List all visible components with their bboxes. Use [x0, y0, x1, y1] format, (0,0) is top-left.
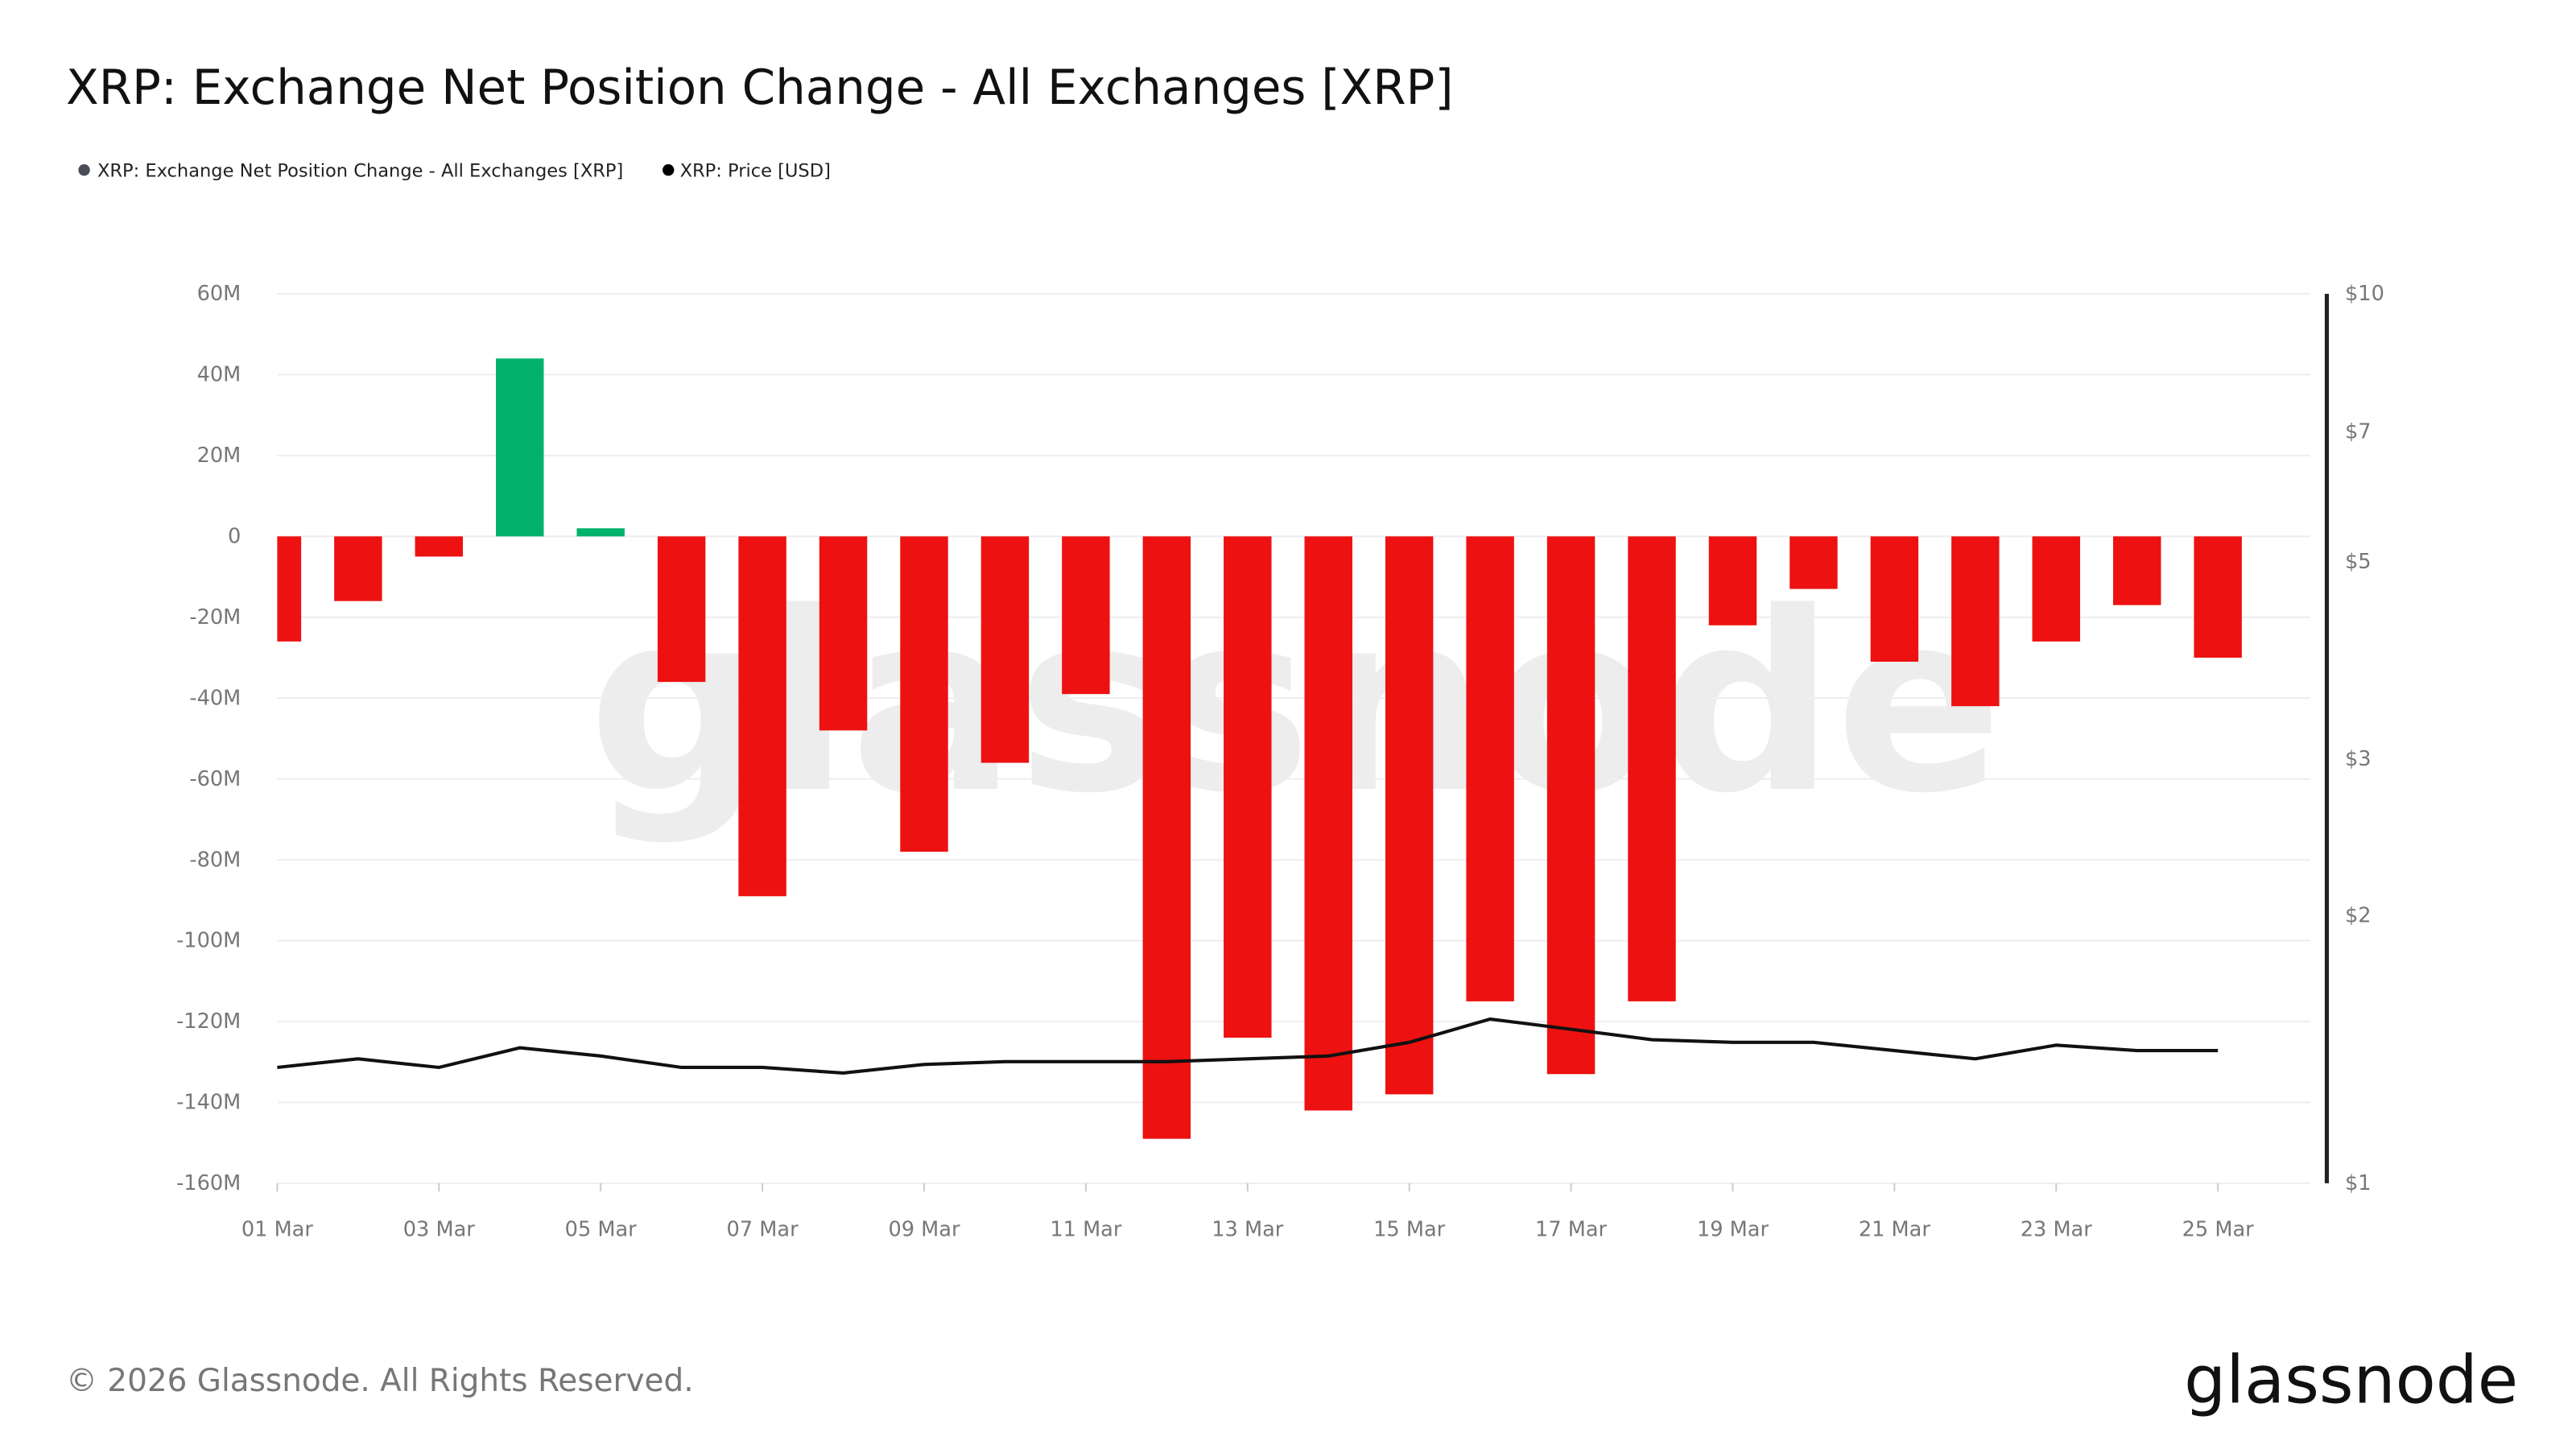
left-tick-label: -160M: [176, 1171, 241, 1195]
left-tick-label: -60M: [189, 767, 241, 791]
bar-negative: [819, 536, 868, 731]
left-tick-label: -80M: [189, 848, 241, 872]
legend-marker-netflow: [78, 164, 90, 176]
footer-copyright: © 2026 Glassnode. All Rights Reserved.: [66, 1363, 694, 1399]
left-tick-label: -40M: [189, 686, 241, 710]
bar-negative: [1708, 536, 1757, 625]
x-tick-label: 01 Mar: [242, 1217, 314, 1241]
chart-title: XRP: Exchange Net Position Change - All …: [66, 60, 1454, 116]
bar-negative: [1062, 536, 1110, 695]
x-tick-label: 11 Mar: [1050, 1217, 1122, 1241]
left-tick-label: 40M: [197, 363, 242, 387]
right-tick-label: $1: [2345, 1171, 2372, 1195]
x-tick-label: 17 Mar: [1535, 1217, 1608, 1241]
left-tick-label: -20M: [189, 605, 241, 630]
bar-negative: [1870, 536, 1919, 662]
x-tick-label: 15 Mar: [1373, 1217, 1446, 1241]
left-tick-label: 60M: [197, 282, 242, 306]
right-tick-label: $7: [2345, 419, 2372, 444]
x-tick-label: 13 Mar: [1212, 1217, 1284, 1241]
x-tick-label: 05 Mar: [565, 1217, 638, 1241]
bar-negative: [1142, 536, 1191, 1139]
glassnode-logo[interactable]: glassnode: [2184, 1343, 2518, 1419]
right-tick-label: $10: [2345, 282, 2384, 306]
x-axis: 01 Mar 03 Mar 05 Mar 07 Mar 09 Mar 11 Mar 13 M…: [242, 1183, 2255, 1241]
bar-negative: [1224, 536, 1272, 1038]
right-tick-label: $5: [2345, 550, 2372, 574]
bar-negative: [2112, 536, 2161, 605]
bar-negative: [1628, 536, 1676, 1001]
bar-negative: [2032, 536, 2080, 642]
legend-label-price[interactable]: XRP: Price [USD]: [680, 160, 831, 181]
x-tick-label: 21 Mar: [1859, 1217, 1931, 1241]
left-axis: 60M 40M 20M 0 -20M -40M -60M -80M -100M -120M -140…: [176, 282, 241, 1195]
right-tick-label: $3: [2345, 747, 2372, 771]
bar-negative: [415, 536, 464, 557]
left-tick-label: 0: [228, 525, 241, 549]
bar-negative: [1466, 536, 1514, 1001]
right-axis: $10 $7 $5 $3 $2 $1: [2345, 282, 2384, 1195]
bar-negative: [334, 536, 382, 601]
x-tick-label: 03 Mar: [403, 1217, 476, 1241]
bar-negative: [1385, 536, 1434, 1095]
x-tick-label: 07 Mar: [727, 1217, 799, 1241]
left-tick-label: -100M: [176, 929, 241, 953]
watermark: glassnode: [588, 559, 2003, 848]
grid: [277, 292, 2310, 1184]
left-tick-label: -120M: [176, 1009, 241, 1034]
legend-marker-price: [663, 164, 675, 176]
left-tick-label: -140M: [176, 1091, 241, 1115]
bar-negative: [657, 536, 706, 683]
x-tick-label: 09 Mar: [888, 1217, 960, 1241]
bar-negative: [1546, 536, 1596, 1075]
left-tick-label: 20M: [197, 444, 242, 468]
legend: XRP: Exchange Net Position Change - All …: [78, 160, 831, 181]
bar-positive: [576, 528, 625, 537]
price-line: [277, 1017, 2219, 1075]
bar-negative: [900, 536, 948, 852]
legend-label-netflow[interactable]: XRP: Exchange Net Position Change - All …: [97, 160, 623, 181]
bar-negative: [738, 536, 786, 897]
bar-positive: [496, 358, 544, 537]
bar-negative: [1304, 536, 1352, 1111]
bars: [277, 358, 2242, 1139]
bar-negative: [980, 536, 1030, 763]
x-tick-label: 23 Mar: [2021, 1217, 2093, 1241]
x-tick-label: 19 Mar: [1697, 1217, 1769, 1241]
bar-negative: [1790, 536, 1838, 589]
bar-negative: [277, 536, 302, 642]
x-tick-label: 25 Mar: [2182, 1217, 2255, 1241]
bar-negative: [2194, 536, 2242, 658]
bar-negative: [1951, 536, 2000, 707]
right-tick-label: $2: [2345, 903, 2372, 927]
